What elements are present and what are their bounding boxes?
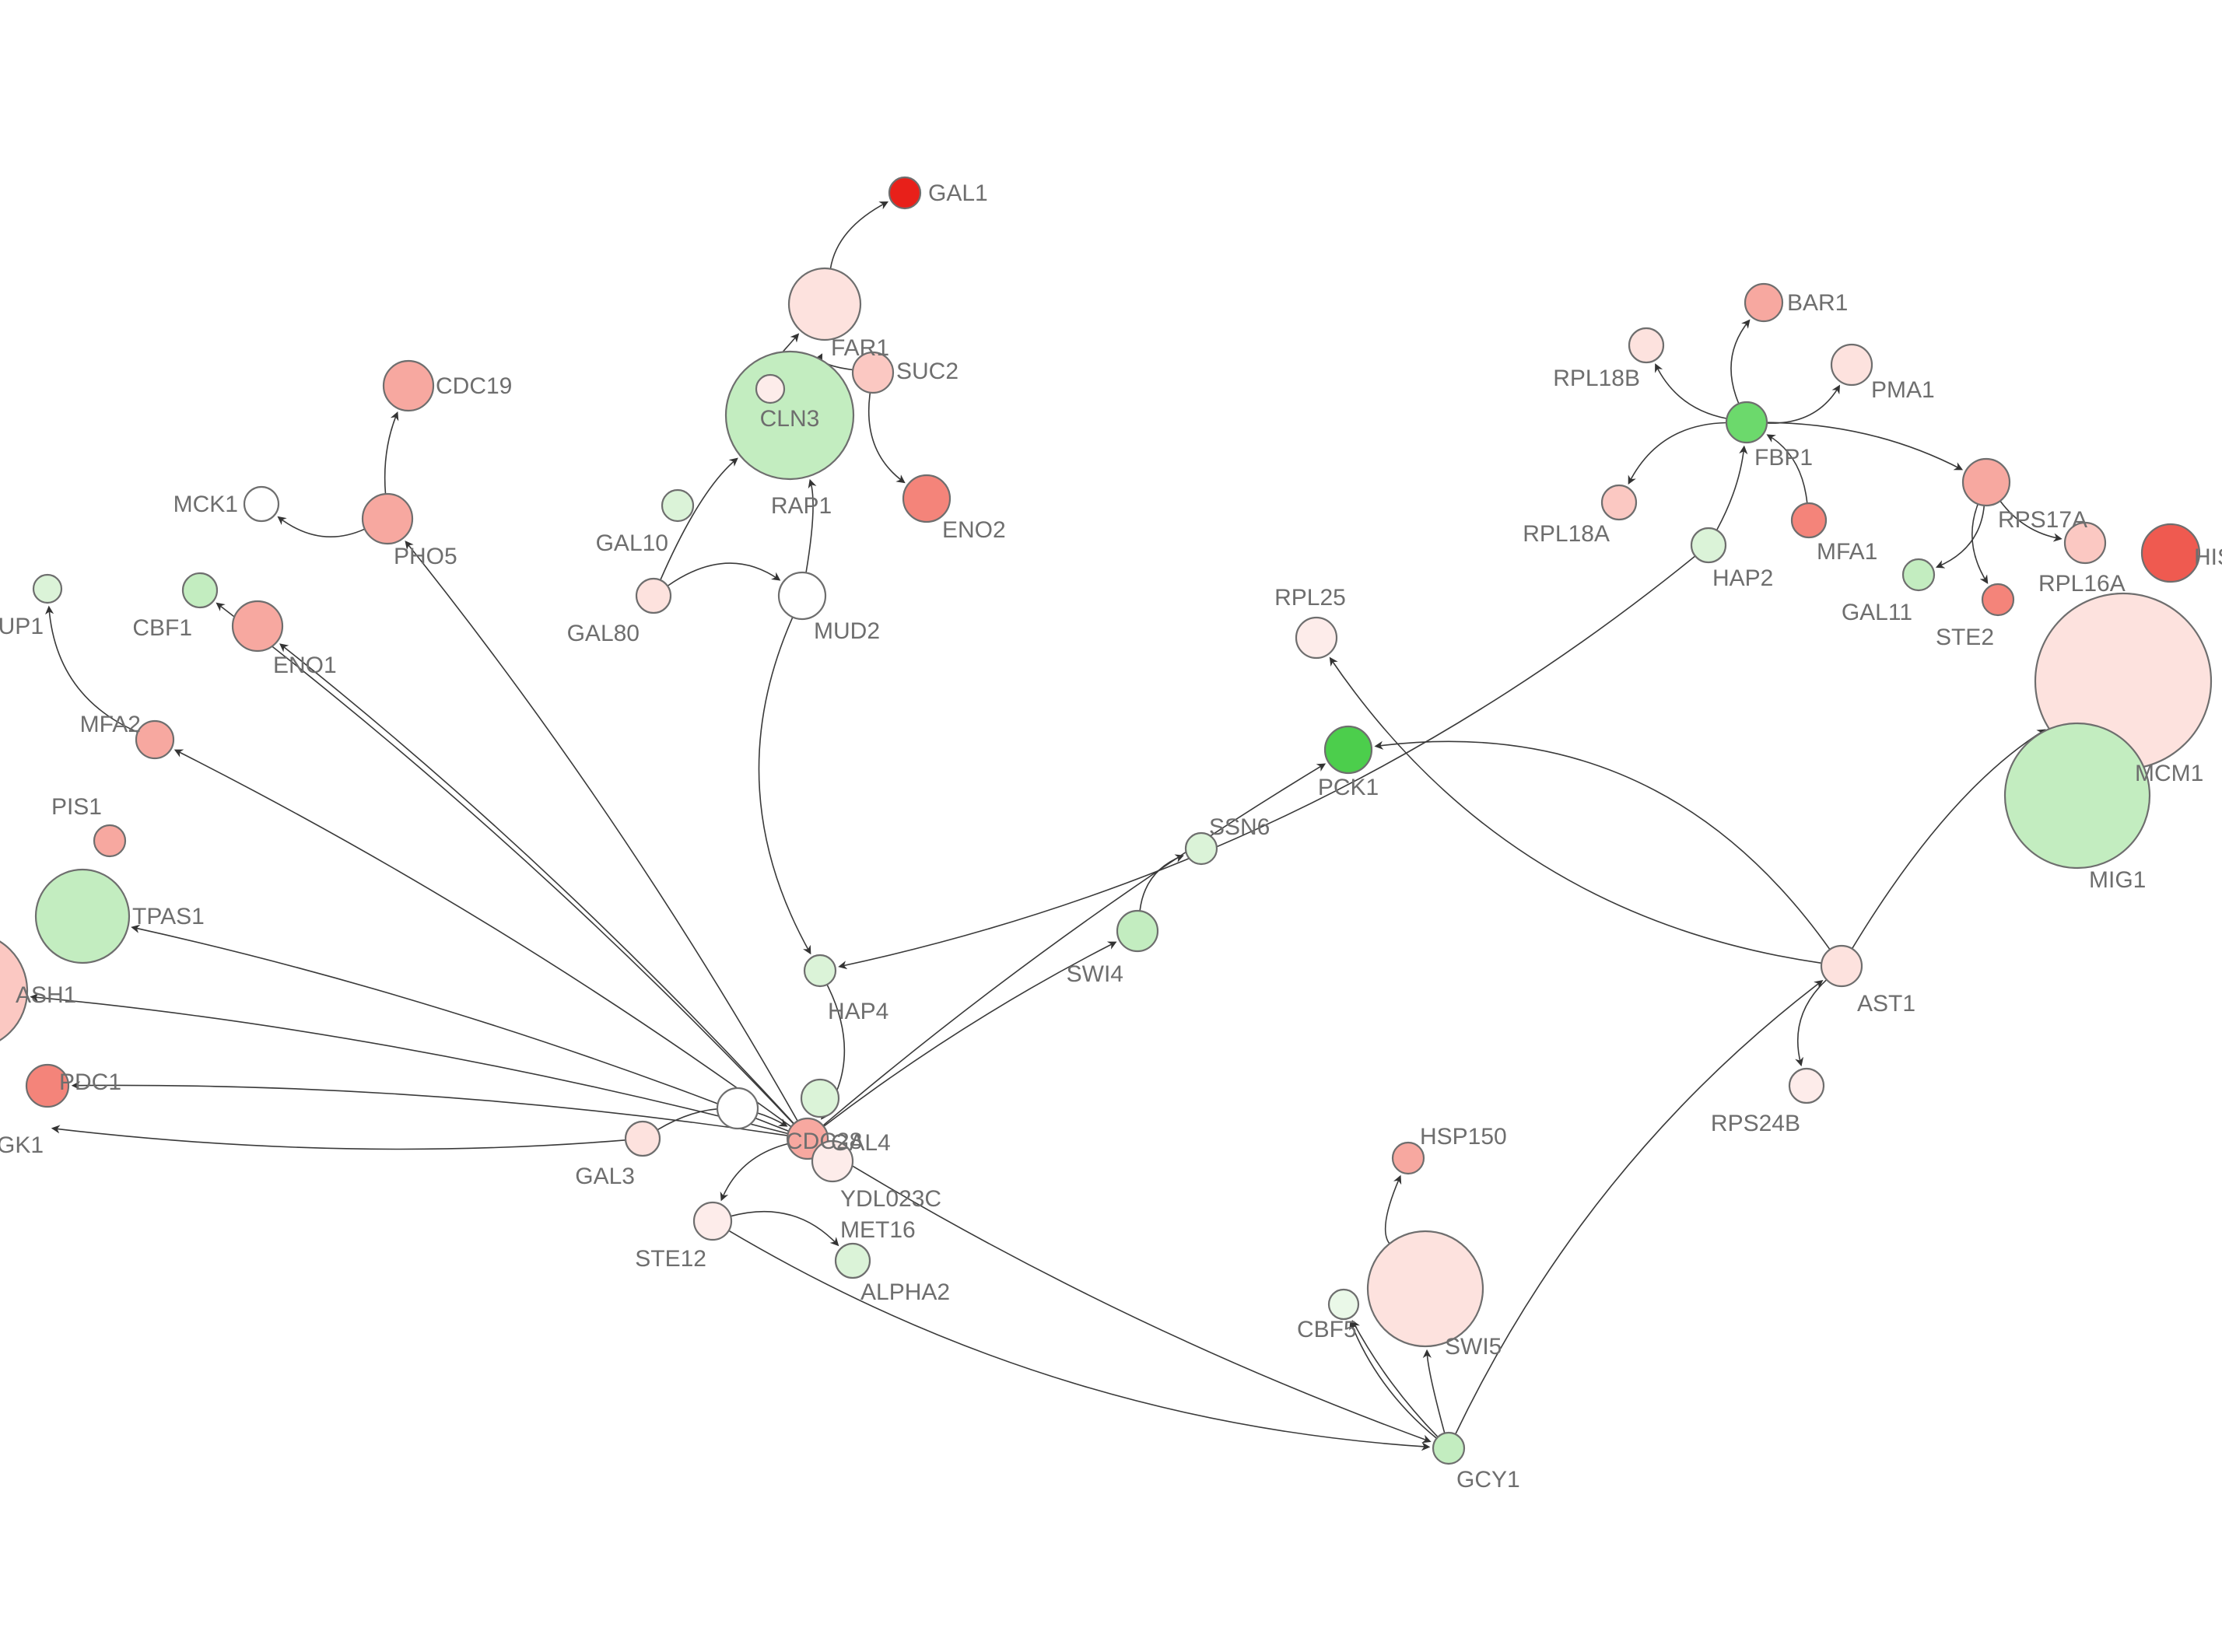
svg-text:MUD2: MUD2 — [814, 618, 880, 644]
svg-text:CDC19: CDC19 — [436, 373, 512, 399]
svg-text:RPS17A: RPS17A — [1998, 507, 2087, 533]
svg-text:RPS24B: RPS24B — [1711, 1111, 1800, 1136]
svg-text:GAL80: GAL80 — [567, 621, 640, 646]
svg-text:SWI4: SWI4 — [1067, 961, 1123, 987]
svg-text:CBF5: CBF5 — [1297, 1317, 1357, 1342]
svg-text:RPL25: RPL25 — [1274, 585, 1346, 611]
svg-text:HAP4: HAP4 — [828, 999, 888, 1024]
svg-text:FBP1: FBP1 — [1754, 445, 1813, 471]
svg-text:PMA1: PMA1 — [1871, 377, 1935, 403]
svg-text:PHO5: PHO5 — [394, 544, 457, 569]
svg-text:FAR1: FAR1 — [831, 335, 889, 361]
svg-text:MCK1: MCK1 — [173, 492, 238, 517]
svg-text:RPL18B: RPL18B — [1553, 366, 1640, 391]
svg-text:PIS1: PIS1 — [51, 794, 102, 820]
svg-text:GAL3: GAL3 — [575, 1164, 635, 1189]
svg-text:STE12: STE12 — [635, 1246, 706, 1272]
svg-text:GAL10: GAL10 — [596, 530, 668, 556]
svg-text:BAR1: BAR1 — [1787, 290, 1848, 316]
svg-text:STE2: STE2 — [1936, 625, 1994, 650]
svg-text:YDL023C: YDL023C — [840, 1186, 941, 1212]
svg-text:GAL1: GAL1 — [928, 180, 988, 206]
svg-text:SSN6: SSN6 — [1209, 814, 1270, 840]
svg-text:TPAS1: TPAS1 — [132, 904, 205, 929]
svg-text:RAP1: RAP1 — [771, 493, 832, 519]
svg-text:ALPHA2: ALPHA2 — [860, 1279, 950, 1305]
svg-text:MIG1: MIG1 — [2089, 867, 2146, 893]
svg-text:RPL16A: RPL16A — [2038, 571, 2126, 597]
svg-text:HIS4: HIS4 — [2194, 544, 2222, 570]
svg-text:HAP2: HAP2 — [1712, 565, 1773, 591]
svg-text:HSP150: HSP150 — [1420, 1124, 1507, 1150]
svg-text:SWI5: SWI5 — [1445, 1334, 1502, 1360]
svg-text:MCM1: MCM1 — [2135, 761, 2203, 786]
svg-text:ENO2: ENO2 — [942, 517, 1006, 543]
svg-text:ASH1: ASH1 — [16, 982, 76, 1008]
svg-text:MFA1: MFA1 — [1817, 539, 1877, 565]
svg-text:RPL18A: RPL18A — [1523, 521, 1610, 547]
svg-text:SUC2: SUC2 — [896, 359, 959, 384]
svg-text:TUP1: TUP1 — [0, 614, 44, 639]
svg-text:GCY1: GCY1 — [1456, 1467, 1520, 1493]
svg-text:CLN3: CLN3 — [760, 406, 820, 432]
svg-text:PGK1: PGK1 — [0, 1132, 44, 1158]
svg-text:MET16: MET16 — [840, 1217, 916, 1243]
svg-text:GAL4: GAL4 — [831, 1130, 891, 1156]
svg-text:PDC1: PDC1 — [59, 1069, 121, 1095]
svg-text:PCK1: PCK1 — [1318, 775, 1379, 800]
svg-text:ENO1: ENO1 — [273, 653, 337, 678]
svg-text:MFA2: MFA2 — [80, 712, 141, 737]
svg-text:GAL11: GAL11 — [1842, 600, 1912, 625]
svg-text:CBF1: CBF1 — [132, 615, 192, 641]
svg-text:AST1: AST1 — [1857, 991, 1915, 1017]
